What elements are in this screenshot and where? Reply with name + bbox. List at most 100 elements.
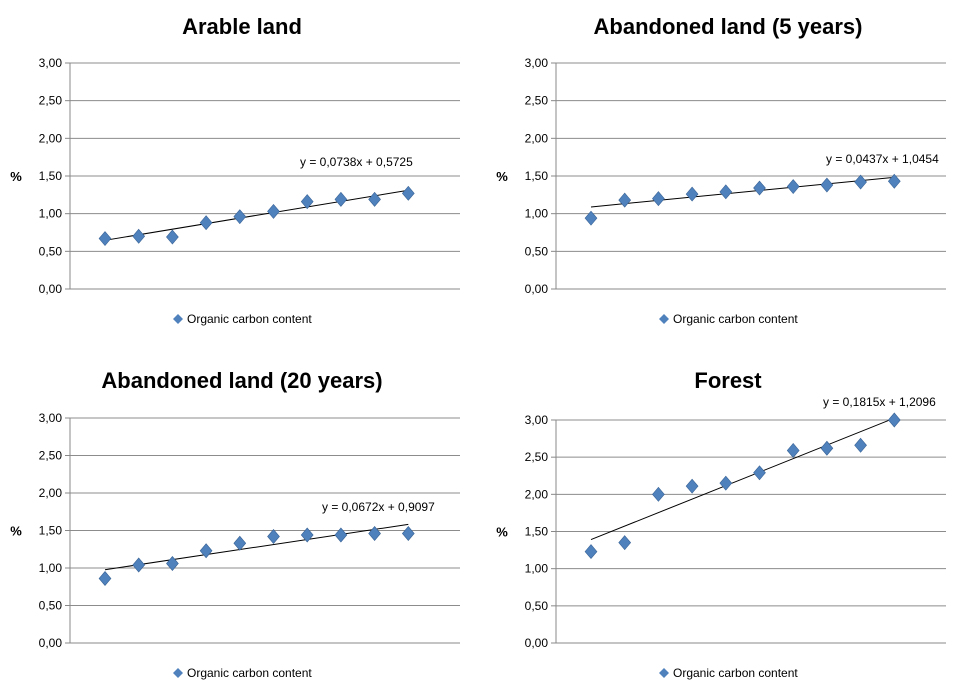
chart-title: Abandoned land (20 years) [101,368,382,393]
data-point [98,231,112,246]
data-point [652,191,665,207]
y-tick-label: 2,00 [525,131,549,145]
data-point [368,191,381,207]
legend-label: Organic carbon content [673,666,798,680]
y-tick-label: 3,00 [525,413,549,427]
chart-title: Forest [694,368,762,393]
y-tick-label: 0,50 [525,244,549,258]
y-tick-label: 1,50 [39,169,63,183]
trendline-equation: y = 0,1815x + 1,2096 [823,395,936,409]
data-point [166,229,179,245]
data-point [199,215,213,231]
data-point [401,185,415,201]
data-point [753,465,766,481]
data-point [300,527,314,543]
y-tick-label: 1,00 [39,561,63,575]
data-point [685,186,699,202]
data-point [334,191,348,207]
y-axis-label: % [496,169,508,184]
y-tick-label: 2,50 [525,94,549,108]
chart-svg: Abandoned land (20 years) 0,00 0,50 1,00 1,5… [10,368,460,680]
y-tick-label: 2,00 [39,486,63,500]
data-point [652,486,665,502]
trendline [104,189,409,241]
y-tick-label: 1,00 [39,207,63,221]
chart-arable-land: Arable land 0,00 0,50 1,00 1,50 2,00 2,50 3,00%… [0,0,485,342]
chart-title: Arable land [182,14,302,39]
data-point [199,543,213,559]
chart-forest: Forest 0,00 0,50 1,00 1,50 2,00 2,50 3,00% y = 0… [486,342,971,684]
y-tick-label: 2,50 [39,94,63,108]
data-point [334,527,348,543]
y-tick-label: 1,50 [525,169,549,183]
data-point [685,478,699,494]
y-tick-label: 2,00 [525,487,549,501]
y-tick-label: 1,00 [525,207,549,221]
chart-svg: Arable land 0,00 0,50 1,00 1,50 2,00 2,50 3,00%… [10,14,460,326]
y-tick-label: 3,00 [39,56,63,70]
y-tick-label: 2,50 [39,449,63,463]
y-tick-label: 1,50 [39,524,63,538]
legend-label: Organic carbon content [673,312,798,326]
chart-title: Abandoned land (5 years) [594,14,863,39]
data-point [98,571,112,586]
y-tick-label: 3,00 [39,411,63,425]
chart-abandoned-20-years: Abandoned land (20 years) 0,00 0,50 1,00 1,5… [0,342,485,684]
trendline [104,523,409,571]
data-point [719,475,733,491]
data-point [753,180,766,196]
data-point [166,556,179,571]
data-point [233,535,247,551]
legend-label: Organic carbon content [187,312,312,326]
y-tick-label: 2,50 [525,450,549,464]
y-tick-label: 0,50 [39,244,63,258]
data-point [584,210,598,226]
legend-marker [173,668,183,678]
data-point [887,412,901,428]
trendline-equation: y = 0,0738x + 0,5725 [300,155,413,169]
trendline [590,417,895,541]
y-tick-label: 1,50 [525,525,549,539]
data-point [618,192,632,208]
y-axis-label: % [10,169,22,184]
y-tick-label: 0,00 [39,282,63,296]
y-axis-label: % [10,524,22,539]
data-point [820,440,834,456]
y-tick-label: 0,50 [525,599,549,613]
y-tick-label: 0,00 [39,636,63,650]
y-tick-label: 0,50 [39,599,63,613]
data-point [786,179,800,195]
data-point [132,557,146,573]
data-point [854,174,867,190]
legend-label: Organic carbon content [187,666,312,680]
y-tick-label: 0,00 [525,636,549,650]
data-point [719,184,733,200]
data-point [618,535,632,551]
data-point [267,529,280,544]
data-point [820,177,834,193]
data-point [300,194,314,210]
trendline-equation: y = 0,0672x + 0,9097 [322,500,435,514]
chart-svg: Abandoned land (5 years) 0,00 0,50 1,00 1,50… [496,14,946,326]
data-point [786,443,800,458]
legend-marker [659,668,669,678]
trendline-equation: y = 0,0437x + 1,0454 [826,152,939,166]
data-point [401,526,415,541]
data-point [887,173,901,189]
chart-abandoned-5-years: Abandoned land (5 years) 0,00 0,50 1,00 1,50… [486,0,971,342]
data-point [584,544,598,560]
y-tick-label: 3,00 [525,56,549,70]
data-point [233,209,247,225]
y-tick-label: 0,00 [525,282,549,296]
legend-marker [173,314,183,324]
y-axis-label: % [496,525,508,540]
y-tick-label: 2,00 [39,131,63,145]
y-tick-label: 1,00 [525,562,549,576]
chart-svg: Forest 0,00 0,50 1,00 1,50 2,00 2,50 3,00% y = 0… [496,368,946,680]
data-point [267,203,280,219]
legend-marker [659,314,669,324]
trendline [590,176,895,208]
data-point [368,526,381,541]
data-point [132,228,146,244]
data-point [854,437,867,453]
